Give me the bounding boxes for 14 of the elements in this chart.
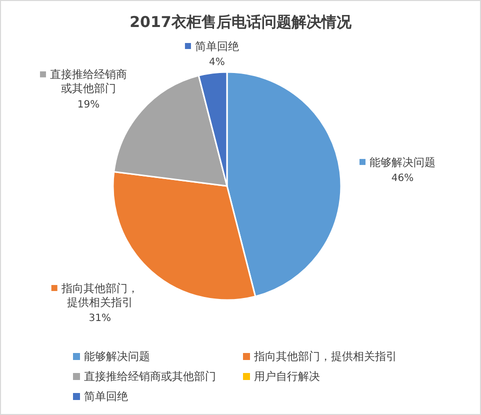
data-label: 31% bbox=[88, 313, 111, 324]
category-label: 能够解决问题 bbox=[84, 350, 150, 363]
data-label: 46% bbox=[391, 172, 414, 184]
legend-label: 简单回绝 bbox=[194, 40, 240, 54]
legend-label: 指向其他部门，提供相关指引 bbox=[60, 282, 140, 310]
legend-label: 能够解决问题 bbox=[368, 156, 436, 170]
data-label: 4% bbox=[209, 57, 225, 68]
category-label: 指向其他部门，提供相关指引 bbox=[254, 350, 397, 363]
legend-label: 直接推给经销商或其他部门 bbox=[48, 68, 128, 96]
category-label: 直接推给经销商或其他部门 bbox=[84, 370, 216, 383]
category-label: 简单回绝 bbox=[84, 390, 128, 403]
legend-label: 用户自行解决 bbox=[254, 370, 320, 383]
data-label: 19% bbox=[77, 99, 100, 110]
chart-title: 2017衣柜售后电话问题解决情况 bbox=[130, 13, 352, 31]
